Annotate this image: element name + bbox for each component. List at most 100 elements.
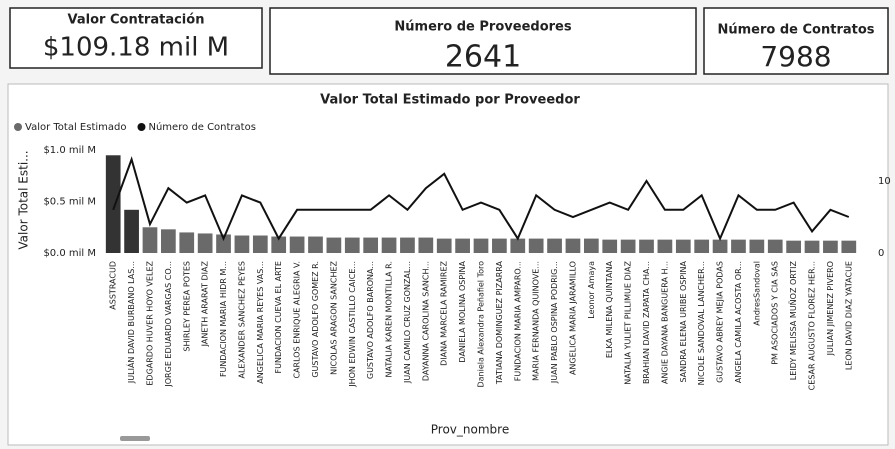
x-tick-label: JANETH ARARAT DIAZ: [201, 260, 210, 347]
bar: [565, 238, 581, 253]
x-tick-label: SANDRA ELENA URIBE OSPINA: [679, 260, 688, 382]
legend-marker: [137, 123, 146, 131]
bar: [179, 232, 195, 253]
bar: [289, 236, 305, 253]
x-tick-label: GUSTAVO ABREY MEJIA PODAS: [716, 261, 725, 383]
bar: [400, 237, 415, 253]
bar: [234, 235, 250, 253]
bar: [455, 238, 470, 253]
x-tick-label: ALEXANDER SANCHEZ PEYES: [237, 261, 246, 379]
bar: [418, 237, 434, 253]
bar: [639, 239, 654, 253]
bar: [731, 239, 746, 253]
x-tick-label: BRAHIAN DAVID ZAPATA CHA...: [642, 261, 651, 384]
bar: [473, 238, 489, 253]
chart-title: Valor Total Estimado por Proveedor: [320, 93, 580, 108]
x-tick-label: FUNDACION CUEVA EL ARTE: [274, 261, 283, 373]
bar: [786, 240, 801, 253]
y-tick-label: $0.5 mil M: [43, 197, 96, 208]
x-tick-label: ELKA MILENA QUINTANA: [605, 260, 614, 358]
x-tick-label: JHON EDWIN CASTILLO CAICE...: [348, 261, 357, 388]
bar: [492, 238, 507, 253]
x-tick-label: NICOLE SANDOVAL LANCHER...: [697, 261, 706, 385]
x-tick-label: ANGELA CAMILA ACOSTA OR...: [734, 261, 743, 383]
card: [269, 7, 697, 75]
x-tick-label: ANGELICA MARIA JARAMILLO: [568, 261, 577, 375]
bar: [271, 236, 287, 253]
y2-tick-label: 10: [878, 176, 891, 187]
legend-label: Valor Total Estimado: [25, 122, 126, 133]
x-tick-label: NATALIA KAREN MONTILLA R.: [385, 261, 394, 377]
bar: [216, 234, 231, 253]
bar: [197, 233, 213, 253]
card-value: $109.18 mil M: [43, 33, 229, 63]
line-series: [112, 156, 850, 242]
x-tick-label: JULIÁN DAVID BURBANO LAS...: [125, 261, 136, 384]
bar: [675, 239, 691, 253]
card-value: 7988: [760, 40, 831, 73]
chart-panel: [7, 83, 889, 446]
x-tick-label: GUSTAVO ADOLFO GOMEZ R.: [311, 261, 320, 378]
bar: [161, 229, 176, 253]
x-tick-label: CESAR AUGUSTO FLOREZ HER...: [808, 261, 817, 390]
bar: [712, 239, 728, 253]
x-tick-label: DANIELA MOLINA OSPINA: [458, 260, 467, 362]
x-tick-label: CARLOS ENRIQUE ALEGRIA V.: [293, 261, 302, 379]
x-tick-label: GUSTAVO ADOLFO BARONA...: [366, 261, 375, 379]
card-title: Número de Contratos: [717, 23, 874, 38]
bar: [124, 209, 139, 253]
x-tick-label: FUNDACION MARIA AMPARO...: [513, 261, 522, 381]
card: [9, 7, 263, 69]
x-tick-label: Daniela Alexandra Peñafiel Toro: [477, 261, 486, 388]
x-tick-label: JUAN PABLO OSPINA PODRIG...: [550, 261, 559, 384]
card-title: Valor Contratación: [68, 13, 205, 28]
bar: [510, 238, 526, 253]
x-tick-label: JUAN CAMILO CRUZ GONZAL...: [403, 261, 412, 384]
bar: [749, 239, 765, 253]
bar: [804, 240, 820, 253]
legend-label: Número de Contratos: [148, 121, 255, 133]
bar: [142, 227, 158, 253]
bar: [326, 237, 342, 253]
bar: [620, 239, 636, 253]
x-tick-label: ANGELICA MARIA REYES VAS...: [256, 261, 265, 384]
x-tick-label: FUNDACION MARIA HIDR M...: [219, 261, 228, 377]
x-tick-label: SHIRLEY PEREA POTES: [182, 261, 191, 352]
bar: [657, 239, 673, 253]
bar: [363, 237, 379, 253]
bar: [381, 237, 397, 253]
card-title: Número de Proveedores: [394, 20, 571, 35]
bar: [105, 155, 121, 253]
x-tick-label: ASSTRACUD: [109, 261, 118, 310]
x-tick-label: ANGIE DAYANA BANGUERA H...: [660, 261, 669, 384]
bar: [344, 237, 360, 253]
x-tick-label: Leonor Amaya: [587, 261, 596, 319]
x-tick-label: LEIDY MELISSA MUÑOZ ORTIZ: [788, 260, 798, 380]
x-tick-label: EDGARDO HUVER HOYO VELEZ: [145, 260, 154, 385]
x-tick-label: PM ASOCIADOS Y CIA SAS: [771, 261, 780, 365]
card: [703, 7, 889, 75]
x-tick-label: DIANA MARCELA RAMIREZ: [440, 260, 449, 365]
bar: [583, 238, 599, 253]
bar: [694, 239, 710, 253]
x-tick-label: JULIAN JIMENEZ PIVERO: [826, 261, 835, 356]
x-tick-label: LEON DAVID DIAZ YATACUE: [844, 261, 853, 370]
x-tick-label: MARIA FERNANDA QUINOVE...: [532, 261, 541, 381]
y-tick-label: $1.0 mil M: [43, 145, 96, 156]
x-tick-label: JORGE EDUARDO VARGAS CO...: [164, 261, 173, 388]
x-tick-label: AndresSandoval: [752, 261, 761, 326]
bar: [767, 239, 783, 253]
y2-tick-label: 0: [878, 248, 884, 259]
bar: [308, 236, 323, 253]
y-tick-label: $0.0 mil M: [43, 248, 96, 259]
card-value: 2641: [445, 40, 521, 75]
y-axis-label: Valor Total Esti...: [17, 150, 31, 249]
x-tick-label: DAYANNA CAROLINA SANCH...: [421, 261, 430, 381]
legend-marker: [14, 123, 22, 131]
bar: [602, 239, 618, 253]
scrollbar[interactable]: [120, 436, 150, 441]
bar: [528, 238, 544, 253]
x-tick-label: NATALIA YULIET PILLIMUE DIAZ: [624, 260, 633, 384]
x-tick-label: NICOLAS ARAGON SANCHEZ: [329, 260, 338, 374]
